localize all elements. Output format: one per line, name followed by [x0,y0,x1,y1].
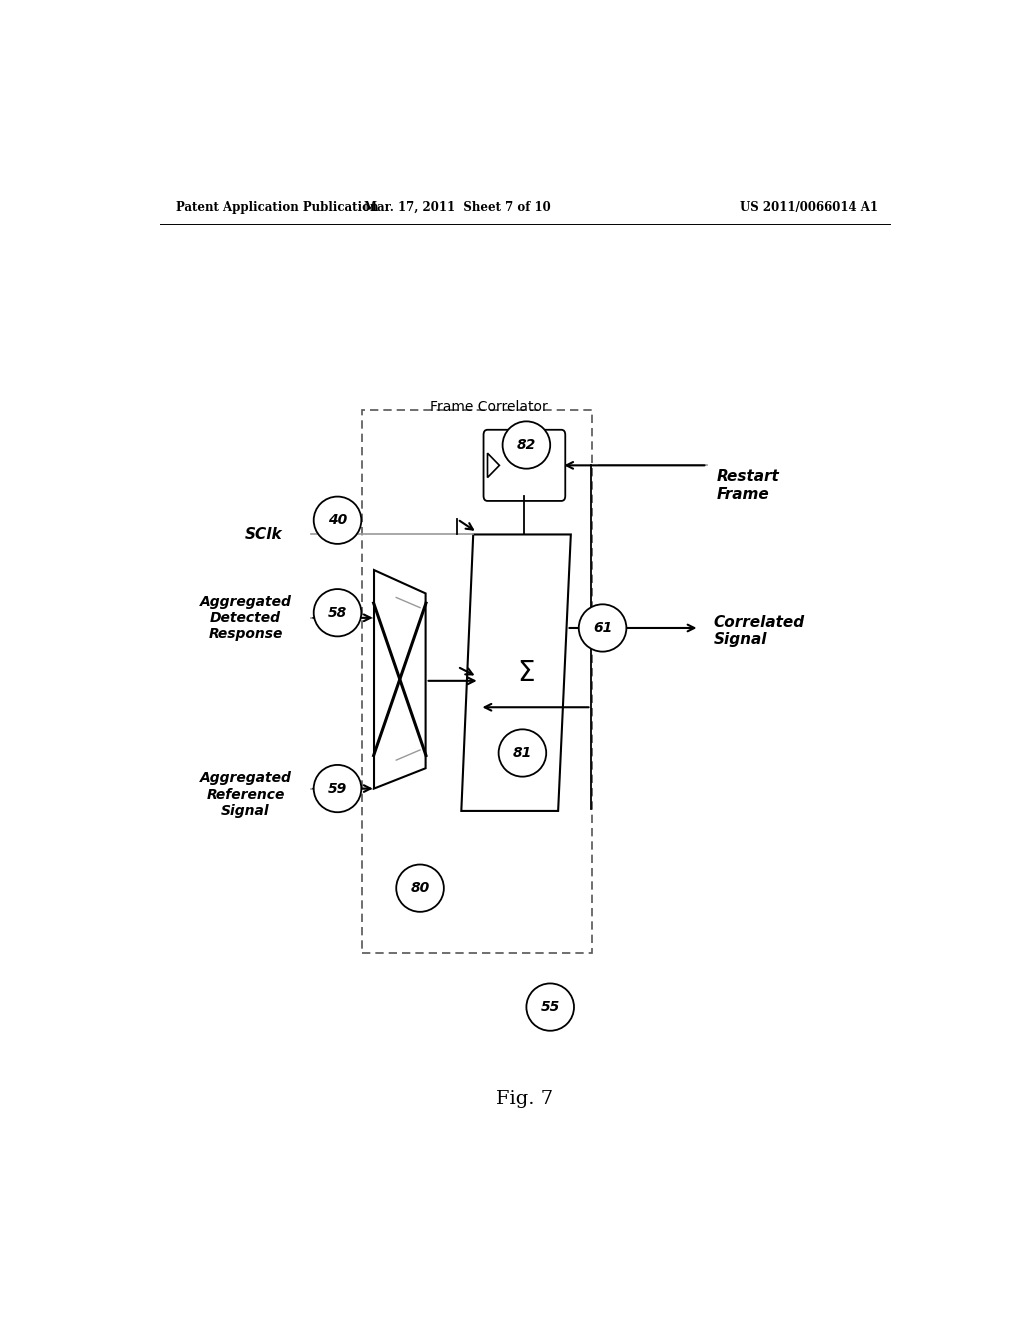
Ellipse shape [396,865,443,912]
Polygon shape [461,535,570,810]
Text: 82: 82 [517,438,536,451]
Ellipse shape [313,764,361,812]
Text: Patent Application Publication: Patent Application Publication [176,201,378,214]
Ellipse shape [526,983,574,1031]
Text: Mar. 17, 2011  Sheet 7 of 10: Mar. 17, 2011 Sheet 7 of 10 [364,201,551,214]
Text: 58: 58 [328,606,347,619]
Text: 55: 55 [541,1001,560,1014]
Text: Aggregated
Detected
Response: Aggregated Detected Response [200,594,292,642]
Text: 81: 81 [513,746,532,760]
Text: 59: 59 [328,781,347,796]
Polygon shape [374,570,426,788]
Text: 40: 40 [328,513,347,527]
Text: US 2011/0066014 A1: US 2011/0066014 A1 [740,201,878,214]
Text: $\Sigma$: $\Sigma$ [517,659,535,686]
Text: Fig. 7: Fig. 7 [497,1089,553,1107]
Ellipse shape [313,589,361,636]
Polygon shape [487,453,500,478]
Ellipse shape [313,496,361,544]
Ellipse shape [579,605,627,652]
Text: 80: 80 [411,882,430,895]
Text: 61: 61 [593,620,612,635]
Bar [362,411,592,953]
FancyBboxPatch shape [483,430,565,500]
Ellipse shape [503,421,550,469]
Text: Frame Correlator: Frame Correlator [430,400,547,414]
Text: SClk: SClk [245,527,283,543]
Text: Aggregated
Reference
Signal: Aggregated Reference Signal [200,771,292,818]
Text: Correlated
Signal: Correlated Signal [714,615,805,647]
Ellipse shape [499,730,546,776]
Text: Restart
Frame: Restart Frame [717,470,779,502]
